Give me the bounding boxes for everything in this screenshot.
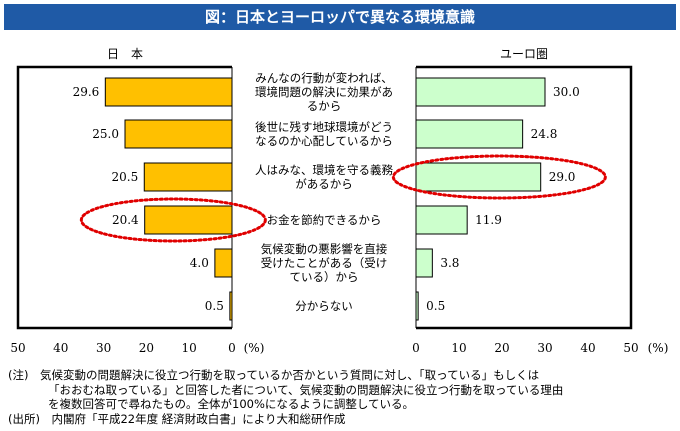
japan-bar: [144, 205, 233, 235]
japan-highlight-ellipse: [79, 197, 267, 243]
footnotes: (注) 気候変動の問題解決に役立つ行動を取っているか否かという質問に対し、「取っ…: [8, 368, 676, 426]
source-line: (出所) 内閣府「平成22年度 経済財政白書」により大和総研作成: [8, 411, 346, 426]
category-label: 後世に残す地球環境がどうなるのか心配しているから: [255, 120, 393, 148]
category-label-line: るから: [307, 99, 342, 113]
japan-tick-label: 40: [53, 341, 68, 355]
eurozone-series-name: ユーロ圏: [500, 47, 548, 61]
eurozone-panel: ユーロ圏 30.0 24.8 29.0 11.9 3.8 0.5: [415, 47, 633, 330]
eurozone-tick-label: 10: [451, 341, 466, 355]
note-line-1: (注) 気候変動の問題解決に役立つ行動を取っているか否かという質問に対し、「取っ…: [8, 368, 540, 382]
category-labels: みんなの行動が変われば、環境問題の解決に効果があるから後世に残す地球環境がどうな…: [255, 71, 393, 313]
eurozone-highlight-ellipse: [391, 154, 607, 200]
category-label-line: なるのか心配しているから: [255, 134, 393, 148]
japan-unit-label: (%): [244, 341, 265, 355]
axis-ticks: 50 40 30 20 10 0 (%) 0 10 20 30 40 50 (%): [10, 341, 668, 355]
eurozone-frame: [416, 65, 633, 330]
japan-value-label: 25.0: [92, 127, 119, 141]
eurozone-tick-label: 40: [580, 341, 595, 355]
eurozone-value-label: 24.8: [531, 127, 558, 141]
eurozone-value-label: 30.0: [553, 85, 580, 99]
category-label-line: 環境問題の解決に効果があ: [255, 85, 393, 99]
category-label-line: 受けたことがある（受け: [261, 256, 388, 270]
category-label: みんなの行動が変われば、環境問題の解決に効果があるから: [255, 71, 393, 113]
japan-series-name: 日 本: [107, 47, 143, 61]
category-label: 人はみな、環境を守る義務があるから: [255, 163, 393, 191]
eurozone-bar: [415, 205, 468, 235]
eurozone-tick-label: 20: [494, 341, 509, 355]
japan-tick-label: 20: [139, 341, 154, 355]
category-label-line: お金を節約できるから: [267, 213, 382, 227]
japan-frame: [16, 65, 232, 330]
japan-value-label: 4.0: [190, 256, 209, 270]
category-label-line: 分からない: [295, 299, 353, 313]
eurozone-value-label: 29.0: [549, 170, 576, 184]
note-line-2: 「おおむね取っている」と回答した者について、気候変動の問題解決に役立つ行動を取っ…: [48, 382, 564, 397]
eurozone-bar: [415, 162, 542, 192]
eurozone-value-label: 11.9: [475, 213, 502, 227]
japan-bar: [124, 119, 233, 149]
japan-tick-label: 0: [228, 341, 236, 355]
category-label-line: 後世に残す地球環境がどう: [255, 120, 393, 134]
category-label: 気候変動の悪影響を直接受けたことがある（受けている）から: [261, 242, 388, 284]
category-label-line: みんなの行動が変われば、: [255, 71, 392, 85]
japan-value-label: 20.5: [112, 170, 139, 184]
eurozone-value-label: 3.8: [440, 256, 459, 270]
category-label-line: 人はみな、環境を守る義務: [255, 163, 393, 177]
japan-bar: [214, 248, 233, 278]
eurozone-bar: [415, 248, 433, 278]
category-label: 分からない: [295, 299, 353, 313]
japan-tick-label: 50: [10, 341, 25, 355]
eurozone-bar: [415, 77, 546, 107]
highlight-ellipses: [79, 154, 607, 243]
chart-title: 図：日本とヨーロッパで異なる環境意識: [4, 4, 676, 30]
eurozone-unit-label: (%): [648, 341, 669, 355]
category-label-line: ている）から: [290, 270, 359, 284]
category-label-line: 気候変動の悪影響を直接: [261, 242, 388, 256]
japan-value-label: 0.5: [205, 299, 224, 313]
eurozone-value-label: 0.5: [426, 299, 445, 313]
japan-bar: [143, 162, 233, 192]
japan-value-label: 29.6: [73, 85, 100, 99]
japan-tick-label: 10: [182, 341, 197, 355]
eurozone-bar: [415, 119, 524, 149]
note-line-3: を複数回答可で尋ねたもの。全体が100%になるように調整している。: [48, 397, 415, 412]
eurozone-tick-label: 30: [537, 341, 552, 355]
japan-bar: [104, 77, 233, 107]
japan-value-label: 20.4: [112, 213, 139, 227]
eurozone-tick-label: 50: [623, 341, 638, 355]
eurozone-tick-label: 0: [412, 341, 420, 355]
category-label: お金を節約できるから: [267, 213, 382, 227]
category-label-line: があるから: [295, 177, 353, 191]
japan-tick-label: 30: [96, 341, 111, 355]
japan-panel: 日 本 29.6 25.0 20.5 20.4 4.0 0.5: [16, 47, 233, 330]
